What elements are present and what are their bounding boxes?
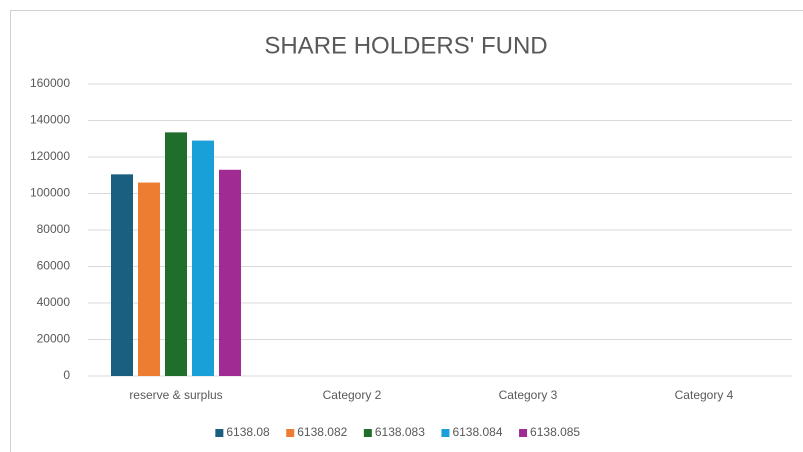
legend-swatch	[286, 429, 295, 437]
y-tick-label: 140000	[30, 113, 70, 127]
legend-label: 6138.085	[530, 425, 580, 439]
legend-label: 6138.083	[375, 425, 425, 439]
bar	[192, 140, 214, 376]
y-tick-label: 20000	[37, 332, 71, 346]
y-tick-label: 120000	[30, 149, 70, 163]
x-tick-label: reserve & surplus	[129, 388, 222, 402]
y-tick-label: 40000	[37, 295, 71, 309]
y-tick-label: 80000	[37, 222, 71, 236]
legend-label: 6138.084	[452, 425, 502, 439]
bar	[165, 132, 187, 376]
bar	[138, 182, 160, 376]
legend-swatch	[519, 429, 528, 437]
chart-title: SHARE HOLDERS' FUND	[264, 32, 547, 59]
legend-swatch	[441, 429, 450, 437]
x-tick-label: Category 2	[323, 388, 382, 402]
bar	[111, 174, 133, 376]
legend-label: 6138.08	[226, 425, 270, 439]
legend-label: 6138.082	[297, 425, 347, 439]
legend-swatch	[363, 429, 372, 437]
y-tick-label: 60000	[37, 259, 71, 273]
y-tick-label: 0	[63, 368, 70, 382]
legend-swatch	[215, 429, 224, 437]
y-tick-label: 160000	[30, 76, 70, 90]
bar	[219, 169, 241, 376]
y-tick-label: 100000	[30, 186, 70, 200]
x-tick-label: Category 3	[499, 388, 558, 402]
x-tick-label: Category 4	[675, 388, 734, 402]
